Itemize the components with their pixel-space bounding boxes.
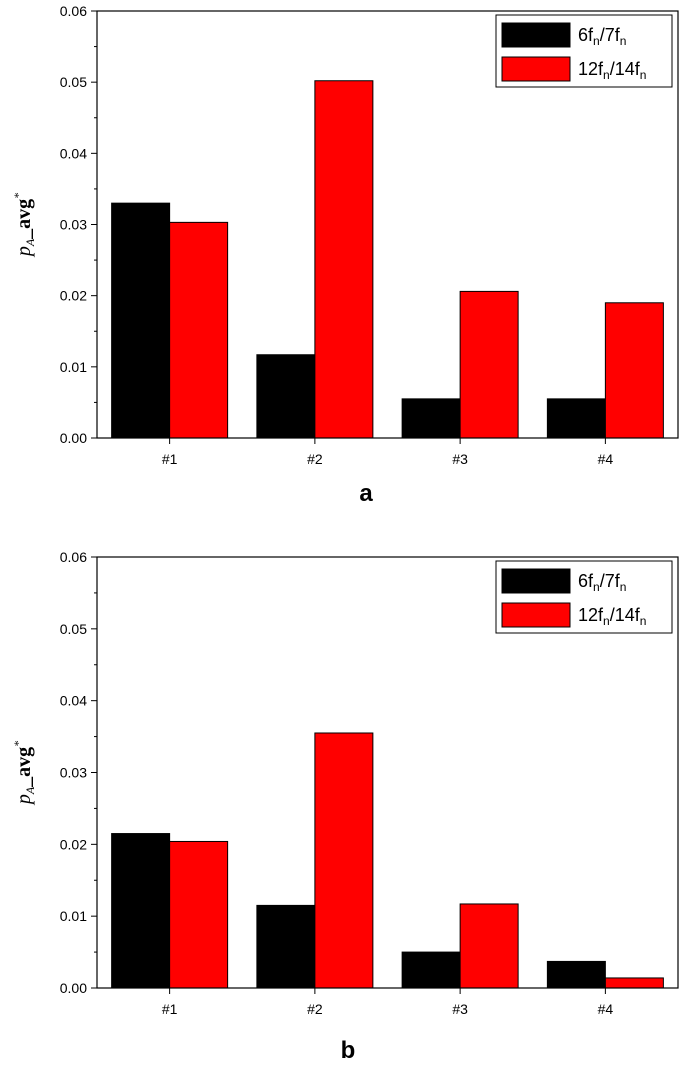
- y-tick-label: 0.05: [60, 621, 87, 637]
- bar-a-1-2: [256, 354, 316, 439]
- y-axis-label-sub: A: [23, 786, 37, 795]
- legend-label-sub: n: [640, 68, 647, 82]
- bar-b-2-2: [314, 732, 374, 989]
- x-tick-label: #3: [452, 1001, 468, 1017]
- bar-a-2-1: [169, 221, 229, 439]
- y-tick-label: 0.04: [60, 145, 87, 161]
- bar-a-1-3: [401, 398, 461, 439]
- bar-b-2-1: [169, 840, 229, 989]
- y-axis-label-text: _avg: [13, 199, 35, 240]
- bar-a-2-4: [604, 302, 664, 439]
- bar-a-1-1: [111, 202, 171, 439]
- y-axis-label-text: _avg: [13, 747, 35, 788]
- y-tick-label: 0.03: [60, 217, 87, 233]
- y-tick-label: 0.06: [60, 3, 87, 19]
- legend-swatch-1: [501, 22, 571, 48]
- legend-label-mid: /7f: [600, 25, 621, 45]
- legend-label-2: 12fn/14fn: [578, 59, 646, 82]
- bar-b-2-4: [604, 977, 664, 989]
- y-tick-label: 0.04: [60, 693, 87, 709]
- legend-label-2: 12fn/14fn: [578, 605, 646, 628]
- legend-swatch-2: [501, 56, 571, 82]
- y-tick-label: 0.05: [60, 74, 87, 90]
- y-tick-label: 0.01: [60, 359, 87, 375]
- x-tick-label: #1: [162, 1001, 178, 1017]
- x-tick-label: #4: [598, 451, 614, 467]
- y-axis-label-sup: *: [11, 741, 25, 747]
- legend-swatch-2: [501, 602, 571, 628]
- bar-b-1-2: [256, 904, 316, 989]
- legend-label-mid: /14f: [610, 605, 641, 625]
- x-tick-label: #2: [307, 451, 323, 467]
- x-tick-label: #1: [162, 451, 178, 467]
- y-tick-label: 0.02: [60, 836, 87, 852]
- panel-label: a: [359, 480, 373, 507]
- y-tick-label: 0.06: [60, 549, 87, 565]
- y-axis-label-sub: A: [23, 238, 37, 247]
- legend-label-1: 6fn/7fn: [578, 571, 626, 594]
- legend-label-main: 6f: [578, 25, 594, 45]
- bar-a-1-4: [546, 398, 606, 439]
- y-tick-label: 0.00: [60, 980, 87, 996]
- bar-a-2-3: [459, 290, 519, 439]
- x-tick-label: #4: [598, 1001, 614, 1017]
- legend-label-sub: n: [593, 34, 600, 48]
- y-axis-label: pA_avg*: [11, 741, 37, 806]
- x-tick-label: #3: [452, 451, 468, 467]
- bar-a-2-2: [314, 80, 374, 439]
- legend-label-mid: /14f: [610, 59, 641, 79]
- bar-b-1-1: [111, 833, 171, 989]
- legend-label-sub: n: [620, 34, 627, 48]
- y-tick-label: 0.01: [60, 908, 87, 924]
- legend-label-main: 12f: [578, 59, 604, 79]
- chart-panel-b: 0.00 0.01 0.02 0.03 0.04 0.05 0.06 #1 #2 #3 #4 pA_a…: [11, 549, 679, 1064]
- x-tick-label: #2: [307, 1001, 323, 1017]
- legend-label-sub: n: [593, 580, 600, 594]
- y-tick-label: 0.03: [60, 765, 87, 781]
- chart-panel-a: 0.00 0.01 0.02 0.03 0.04 0.05 0.06 #1 #2 #3 #4 pA_a…: [11, 3, 679, 507]
- legend-label-sub: n: [640, 614, 647, 628]
- legend-label-sub: n: [603, 614, 610, 628]
- bar-b-1-3: [401, 951, 461, 989]
- y-axis-label-sup: *: [11, 193, 25, 199]
- bar-b-1-4: [546, 960, 606, 989]
- y-axis-label-main: p: [13, 246, 35, 258]
- y-axis-label: pA_avg*: [11, 193, 37, 258]
- y-tick-label: 0.02: [60, 288, 87, 304]
- legend-label-sub: n: [620, 580, 627, 594]
- legend-label-mid: /7f: [600, 571, 621, 591]
- legend-label-main: 12f: [578, 605, 604, 625]
- panel-label: b: [341, 1037, 356, 1064]
- legend-label-1: 6fn/7fn: [578, 25, 626, 48]
- bar-b-2-3: [459, 903, 519, 989]
- y-tick-label: 0.00: [60, 430, 87, 446]
- y-axis-label-main: p: [13, 794, 35, 806]
- legend-swatch-1: [501, 568, 571, 594]
- legend-label-sub: n: [603, 68, 610, 82]
- legend-label-main: 6f: [578, 571, 594, 591]
